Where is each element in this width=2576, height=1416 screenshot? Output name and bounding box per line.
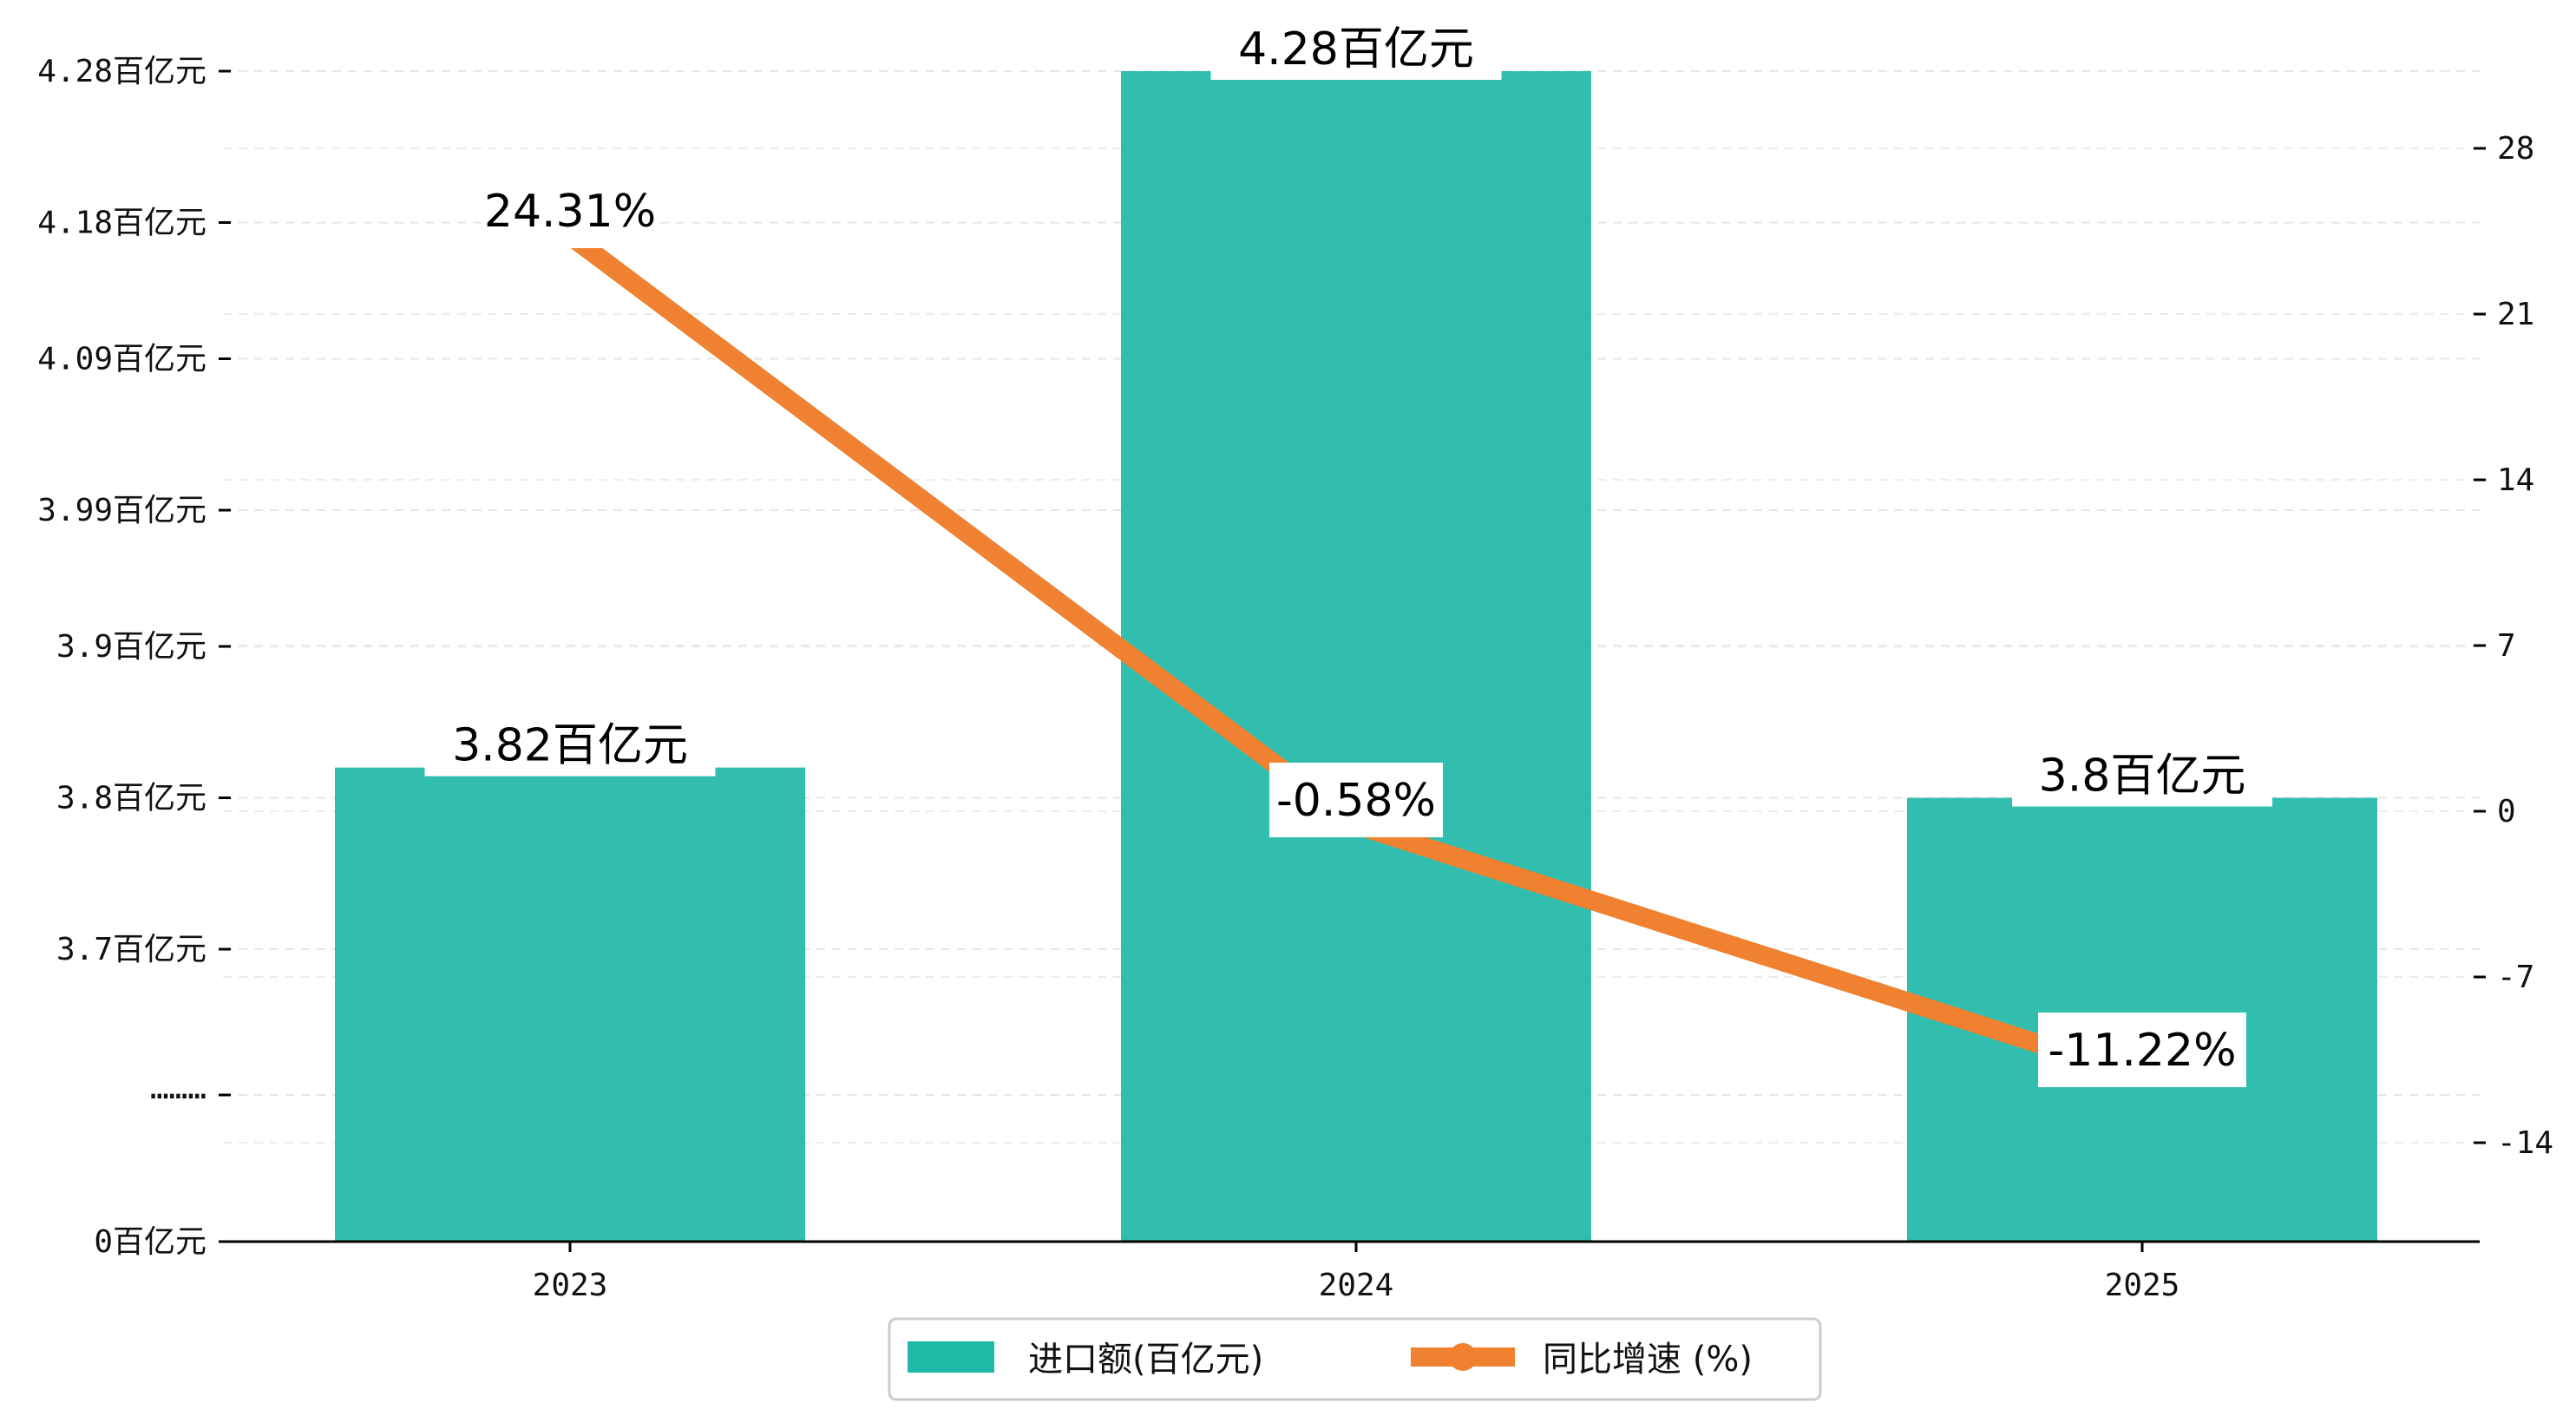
right-tick-label: 14	[2497, 462, 2534, 498]
label-text: 3.82百亿元	[452, 720, 688, 772]
right-tick-label: 28	[2497, 131, 2534, 167]
right-tick-label: -14	[2497, 1125, 2553, 1161]
left-tick-label: 4.18百亿元	[37, 205, 206, 240]
label-box	[1210, 17, 1502, 80]
label-text: 3.8百亿元	[2039, 751, 2246, 803]
label-box	[483, 174, 657, 248]
left-tick-label: 3.8百亿元	[56, 781, 206, 816]
x-tick-label: 2025	[2105, 1268, 2180, 1303]
label-box	[424, 713, 716, 777]
label-box	[1269, 763, 1443, 837]
left-tick-label: 4.09百亿元	[37, 342, 206, 377]
right-tick-label: 0	[2497, 794, 2516, 829]
label-text: 24.31%	[484, 186, 656, 238]
line-label-2024: -0.58%	[1269, 763, 1443, 837]
legend-label-bar: 进口额(百亿元)	[1028, 1340, 1263, 1380]
data-labels: 3.82百亿元 4.28百亿元 3.8百亿元 24.31% -0.58% -11.22%	[424, 17, 2272, 1087]
left-tick-label: 3.7百亿元	[56, 932, 206, 967]
label-text: -11.22%	[2048, 1025, 2236, 1077]
label-text: 4.28百亿元	[1238, 23, 1474, 75]
x-tick-label: 2024	[1319, 1268, 1394, 1303]
right-tick-label: 7	[2497, 628, 2516, 664]
left-tick-label: 0百亿元	[94, 1224, 206, 1260]
legend-box	[888, 1317, 1822, 1401]
legend: 进口额(百亿元) 同比增速 (%)	[888, 1317, 1822, 1401]
left-tick-label: 4.28百亿元	[37, 54, 206, 89]
legend-label-line: 同比增速 (%)	[1543, 1340, 1753, 1380]
bar-label-2023: 3.82百亿元	[424, 713, 716, 777]
label-text: -0.58%	[1276, 775, 1436, 827]
x-tick-label: 2023	[533, 1268, 608, 1303]
left-tick-label: 3.99百亿元	[37, 493, 206, 528]
axes: 0百亿元 ……… 3.7百亿元 3.8百亿元 3.9百亿元 3.99百亿元 4.09百亿元 4…	[37, 54, 2553, 1303]
bar-2024	[1121, 71, 1591, 1242]
line-label-2023: 24.31%	[483, 174, 657, 248]
right-tick-label: 21	[2497, 297, 2534, 332]
legend-marker-line	[1449, 1343, 1477, 1371]
label-box	[2038, 1013, 2246, 1087]
label-box	[2012, 744, 2272, 807]
line-label-2025: -11.22%	[2038, 1013, 2246, 1087]
bar-2023	[335, 767, 805, 1242]
bar-label-2024: 4.28百亿元	[1210, 17, 1502, 80]
left-tick-label: ………	[150, 1071, 206, 1106]
bar-label-2025: 3.8百亿元	[2012, 744, 2272, 807]
right-tick-label: -7	[2497, 960, 2534, 995]
left-tick-label: 3.9百亿元	[56, 629, 206, 665]
legend-swatch-bar	[908, 1341, 994, 1373]
